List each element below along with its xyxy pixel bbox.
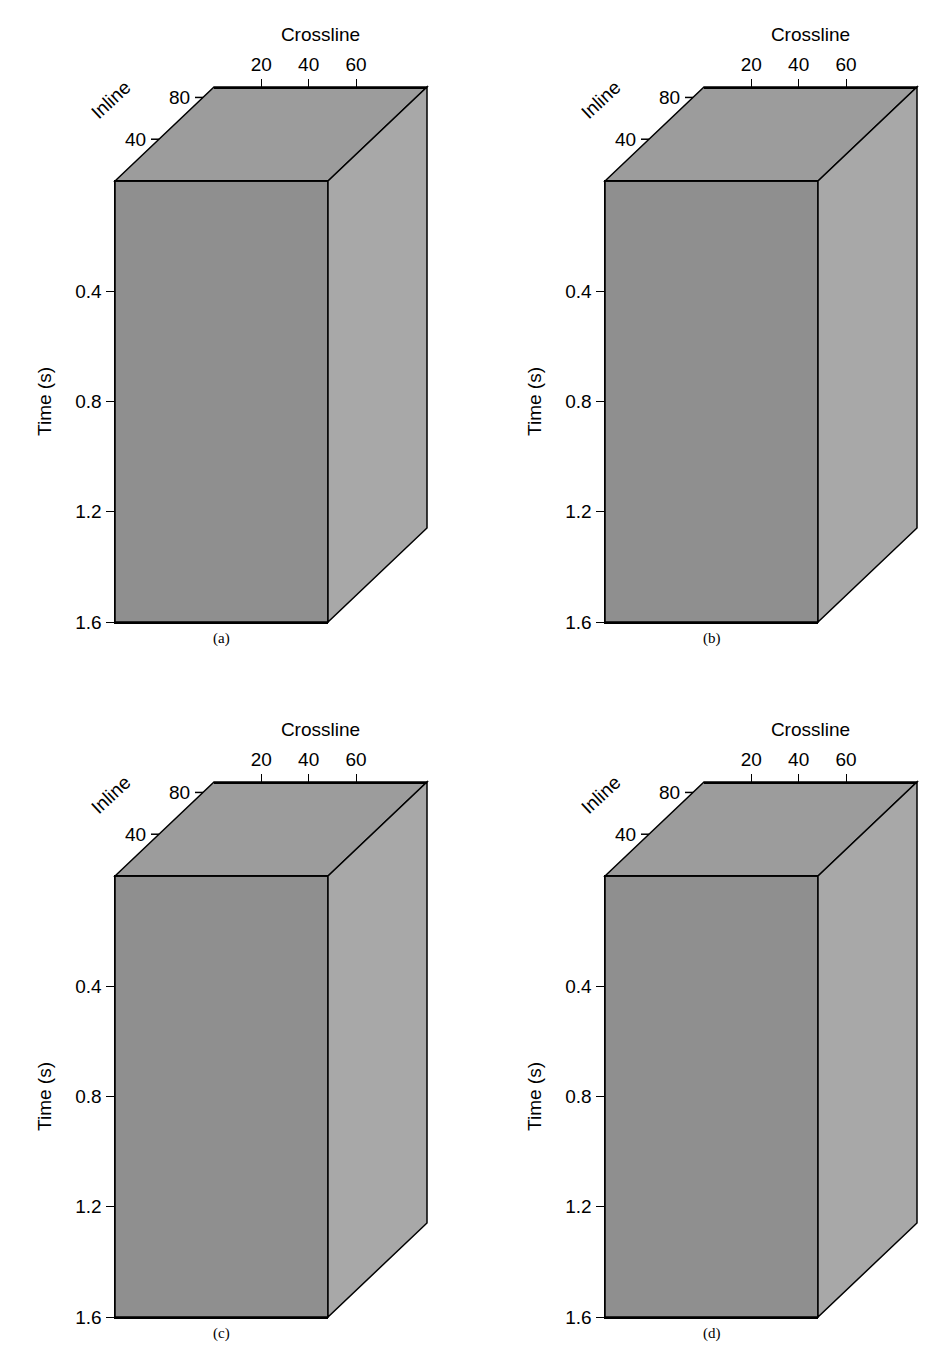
svg-text:40: 40 xyxy=(788,749,809,770)
svg-text:0.8: 0.8 xyxy=(75,1086,101,1107)
svg-text:(d): (d) xyxy=(703,1325,721,1342)
svg-text:Crossline: Crossline xyxy=(281,24,360,45)
svg-text:20: 20 xyxy=(741,749,762,770)
svg-text:1.6: 1.6 xyxy=(565,612,591,633)
svg-text:Inline: Inline xyxy=(87,77,135,123)
svg-text:Inline: Inline xyxy=(577,772,625,818)
svg-text:0.8: 0.8 xyxy=(565,1086,591,1107)
svg-text:Inline: Inline xyxy=(87,772,135,818)
svg-text:60: 60 xyxy=(345,54,366,75)
svg-text:80: 80 xyxy=(169,87,190,108)
svg-text:80: 80 xyxy=(169,782,190,803)
svg-text:Crossline: Crossline xyxy=(281,719,360,740)
svg-text:1.2: 1.2 xyxy=(565,501,591,522)
svg-text:1.2: 1.2 xyxy=(75,1196,101,1217)
svg-text:Crossline: Crossline xyxy=(771,24,850,45)
svg-text:40: 40 xyxy=(615,824,636,845)
svg-text:0.4: 0.4 xyxy=(75,281,102,302)
svg-text:0.4: 0.4 xyxy=(565,976,592,997)
svg-text:Crossline: Crossline xyxy=(771,719,850,740)
svg-text:1.6: 1.6 xyxy=(75,612,101,633)
svg-text:40: 40 xyxy=(125,129,146,150)
svg-text:0.8: 0.8 xyxy=(565,391,591,412)
svg-text:1.6: 1.6 xyxy=(565,1307,591,1328)
svg-text:1.2: 1.2 xyxy=(75,501,101,522)
svg-text:Time (s): Time (s) xyxy=(34,1062,55,1131)
svg-text:(a): (a) xyxy=(213,630,230,647)
svg-text:0.8: 0.8 xyxy=(75,391,101,412)
svg-text:20: 20 xyxy=(251,54,272,75)
svg-text:40: 40 xyxy=(298,54,319,75)
svg-text:80: 80 xyxy=(659,87,680,108)
svg-text:20: 20 xyxy=(251,749,272,770)
svg-text:Time (s): Time (s) xyxy=(34,367,55,436)
svg-text:60: 60 xyxy=(835,54,856,75)
svg-text:(b): (b) xyxy=(703,630,721,647)
svg-text:Time (s): Time (s) xyxy=(524,1062,545,1131)
svg-text:Time (s): Time (s) xyxy=(524,367,545,436)
svg-text:1.6: 1.6 xyxy=(75,1307,101,1328)
svg-text:40: 40 xyxy=(615,129,636,150)
svg-text:60: 60 xyxy=(835,749,856,770)
svg-text:60: 60 xyxy=(345,749,366,770)
svg-text:20: 20 xyxy=(741,54,762,75)
svg-text:80: 80 xyxy=(659,782,680,803)
svg-text:0.4: 0.4 xyxy=(565,281,592,302)
svg-text:0.4: 0.4 xyxy=(75,976,102,997)
svg-text:40: 40 xyxy=(298,749,319,770)
svg-text:1.2: 1.2 xyxy=(565,1196,591,1217)
svg-text:40: 40 xyxy=(125,824,146,845)
svg-text:(c): (c) xyxy=(213,1325,230,1342)
svg-text:Inline: Inline xyxy=(577,77,625,123)
svg-text:40: 40 xyxy=(788,54,809,75)
